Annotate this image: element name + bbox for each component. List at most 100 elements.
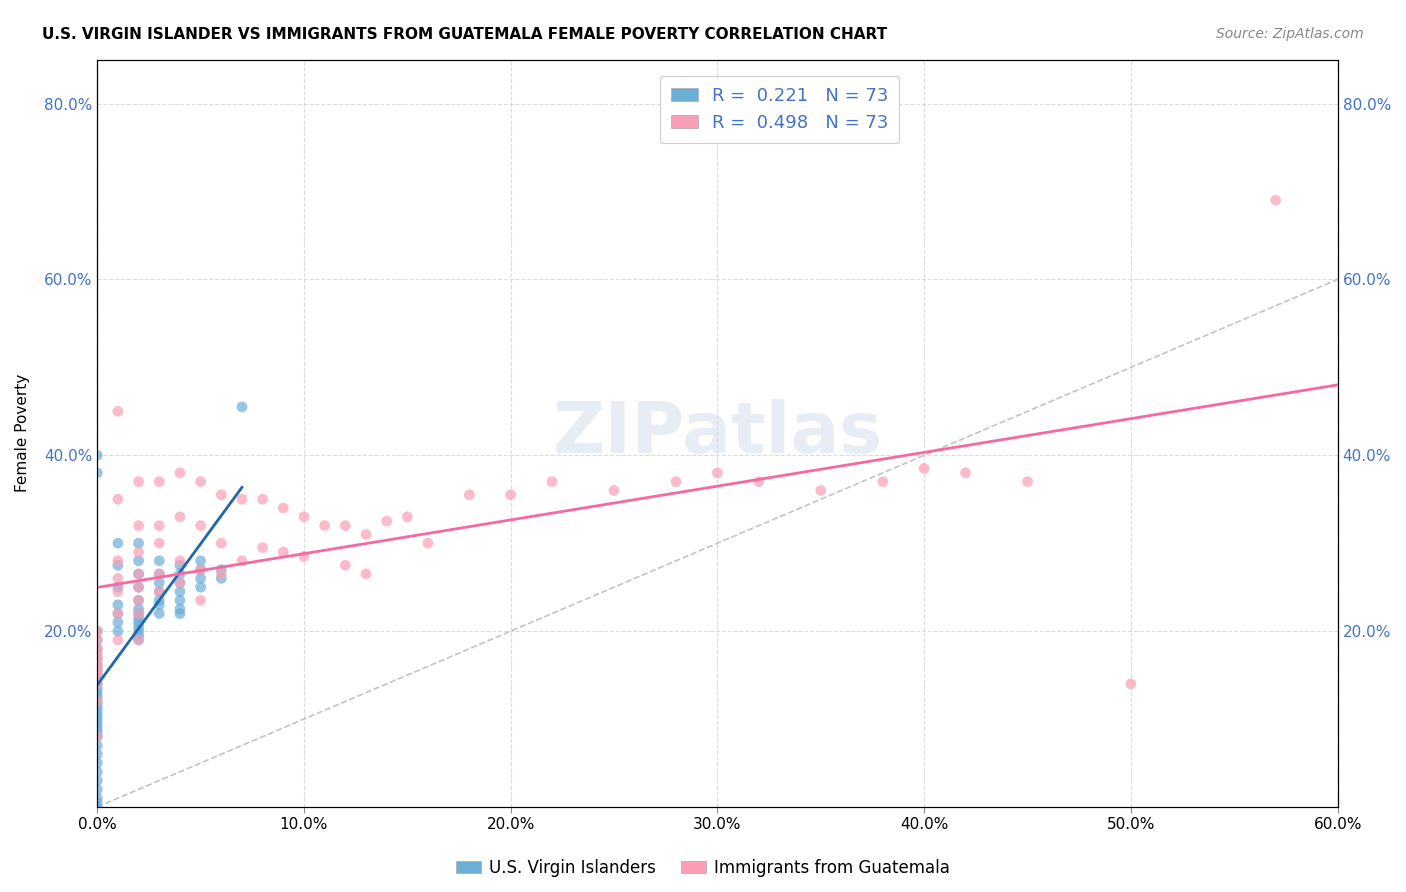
- Point: [86, 694, 108, 708]
- Point: [375, 514, 398, 528]
- Point: [86, 466, 108, 480]
- Point: [128, 545, 150, 559]
- Point: [86, 677, 108, 691]
- Point: [86, 764, 108, 779]
- Point: [190, 563, 212, 577]
- Point: [190, 518, 212, 533]
- Point: [86, 773, 108, 788]
- Point: [86, 677, 108, 691]
- Point: [107, 624, 129, 639]
- Point: [209, 571, 232, 585]
- Point: [86, 686, 108, 700]
- Point: [354, 527, 377, 541]
- Point: [107, 607, 129, 621]
- Point: [955, 466, 977, 480]
- Point: [107, 554, 129, 568]
- Point: [271, 545, 294, 559]
- Point: [912, 461, 935, 475]
- Point: [128, 611, 150, 625]
- Point: [169, 602, 191, 616]
- Point: [190, 475, 212, 489]
- Point: [107, 404, 129, 418]
- Point: [148, 575, 170, 590]
- Point: [86, 739, 108, 753]
- Point: [128, 607, 150, 621]
- Point: [603, 483, 626, 498]
- Point: [169, 509, 191, 524]
- Point: [86, 650, 108, 665]
- Legend: U.S. Virgin Islanders, Immigrants from Guatemala: U.S. Virgin Islanders, Immigrants from G…: [449, 853, 957, 884]
- Point: [252, 541, 274, 555]
- Point: [148, 536, 170, 550]
- Point: [416, 536, 439, 550]
- Point: [128, 475, 150, 489]
- Point: [86, 721, 108, 735]
- Point: [169, 575, 191, 590]
- Point: [169, 554, 191, 568]
- Point: [86, 668, 108, 682]
- Point: [86, 664, 108, 678]
- Point: [86, 624, 108, 639]
- Point: [209, 566, 232, 581]
- Point: [190, 571, 212, 585]
- Point: [107, 558, 129, 573]
- Point: [86, 650, 108, 665]
- Point: [1017, 475, 1039, 489]
- Point: [86, 641, 108, 656]
- Point: [706, 466, 728, 480]
- Point: [107, 598, 129, 612]
- Point: [872, 475, 894, 489]
- Point: [335, 558, 357, 573]
- Point: [810, 483, 832, 498]
- Point: [209, 536, 232, 550]
- Point: [86, 448, 108, 462]
- Point: [86, 703, 108, 717]
- Point: [86, 664, 108, 678]
- Point: [231, 400, 253, 414]
- Point: [86, 659, 108, 673]
- Point: [148, 584, 170, 599]
- Point: [128, 554, 150, 568]
- Point: [169, 466, 191, 480]
- Point: [86, 694, 108, 708]
- Point: [86, 712, 108, 726]
- Point: [148, 584, 170, 599]
- Point: [86, 791, 108, 805]
- Point: [314, 518, 336, 533]
- Point: [86, 624, 108, 639]
- Point: [148, 475, 170, 489]
- Point: [86, 690, 108, 704]
- Point: [107, 571, 129, 585]
- Point: [107, 632, 129, 647]
- Point: [665, 475, 688, 489]
- Point: [292, 549, 315, 564]
- Point: [86, 632, 108, 647]
- Point: [128, 628, 150, 642]
- Point: [169, 584, 191, 599]
- Point: [128, 593, 150, 607]
- Point: [86, 747, 108, 762]
- Point: [86, 756, 108, 770]
- Point: [541, 475, 564, 489]
- Point: [128, 632, 150, 647]
- Point: [86, 681, 108, 696]
- Point: [190, 580, 212, 594]
- Point: [86, 673, 108, 687]
- Point: [128, 602, 150, 616]
- Point: [354, 566, 377, 581]
- Point: [86, 646, 108, 660]
- Point: [128, 580, 150, 594]
- Point: [396, 509, 419, 524]
- Point: [209, 563, 232, 577]
- Point: [169, 558, 191, 573]
- Point: [128, 624, 150, 639]
- Point: [86, 641, 108, 656]
- Point: [209, 488, 232, 502]
- Point: [86, 730, 108, 744]
- Point: [86, 800, 108, 814]
- Point: [292, 509, 315, 524]
- Point: [458, 488, 481, 502]
- Point: [107, 607, 129, 621]
- Y-axis label: Female Poverty: Female Poverty: [15, 374, 30, 492]
- Point: [86, 632, 108, 647]
